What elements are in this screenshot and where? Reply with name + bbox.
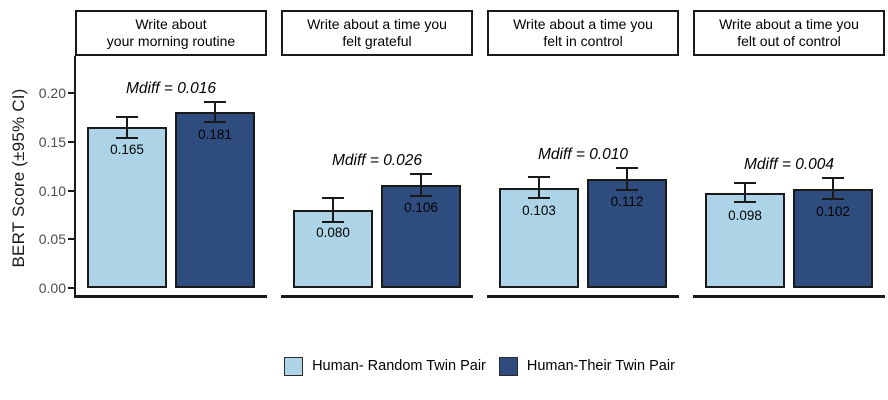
- facet-panel: Write about a time you felt grateful 0.080…: [281, 0, 473, 340]
- legend-entry: Human-Their Twin Pair: [498, 356, 675, 376]
- y-tick-label: 0.00: [38, 280, 66, 296]
- bar: [499, 187, 579, 288]
- facet-title-box: Write about a time you felt in control: [487, 10, 679, 56]
- error-bar-cap-top: [322, 197, 344, 200]
- bar-value-label: 0.098: [728, 207, 762, 223]
- facet-panel: Write about a time you felt out of contro…: [693, 0, 885, 340]
- facet-title-line: felt grateful: [342, 33, 412, 49]
- error-bar-cap-bottom: [616, 188, 638, 191]
- bar-value-label: 0.165: [110, 142, 144, 158]
- mdiff-annotation: Mdiff = 0.004: [743, 156, 835, 174]
- x-axis-line: [75, 295, 267, 298]
- facet-title-line: felt in control: [543, 33, 623, 49]
- legend: Human- Random Twin Pair Human-Their Twin …: [75, 352, 884, 380]
- error-bar-cap-top: [410, 173, 432, 176]
- bar: [793, 188, 873, 288]
- mdiff-annotation: Mdiff = 0.026: [331, 152, 423, 170]
- legend-swatch: [498, 356, 518, 376]
- error-bar-cap-top: [204, 101, 226, 104]
- error-bar-stem: [214, 102, 216, 122]
- bar-value-label: 0.103: [522, 202, 556, 218]
- error-bar-cap-bottom: [204, 120, 226, 123]
- facet-title-line: Write about: [135, 16, 207, 32]
- y-tick-mark: [67, 141, 75, 144]
- error-bar-cap-bottom: [410, 194, 432, 197]
- error-bar-cap-bottom: [322, 220, 344, 223]
- legend-swatch: [284, 356, 304, 376]
- error-bar-cap-bottom: [528, 197, 550, 200]
- error-bar-cap-top: [116, 115, 138, 118]
- y-tick-label: 0.20: [38, 85, 66, 102]
- error-bar-stem: [126, 116, 128, 139]
- facet-title-line: Write about a time you: [719, 16, 859, 32]
- legend-label: Human-Their Twin Pair: [526, 358, 675, 374]
- facet-title-box: Write about a time you felt out of contro…: [693, 10, 885, 56]
- error-bar-cap-bottom: [116, 137, 138, 140]
- legend-label: Human- Random Twin Pair: [312, 358, 486, 374]
- y-tick-mark: [67, 238, 75, 241]
- error-bar-cap-bottom: [734, 201, 756, 204]
- y-tick-mark: [67, 189, 75, 192]
- y-tick-label: 0.05: [38, 231, 66, 248]
- error-bar-cap-top: [734, 181, 756, 184]
- error-bar-cap-top: [528, 176, 550, 179]
- bar-value-label: 0.080: [316, 225, 350, 241]
- error-bar-stem: [332, 198, 334, 222]
- error-bar-stem: [832, 178, 834, 200]
- y-tick-label: 0.15: [38, 134, 66, 151]
- bar-value-label: 0.106: [404, 199, 438, 215]
- bar-value-label: 0.181: [198, 126, 232, 142]
- facet-title-line: Write about a time you: [513, 16, 653, 32]
- mdiff-annotation: Mdiff = 0.016: [125, 80, 217, 98]
- x-axis-line: [487, 295, 679, 298]
- facet-panel: Write about a time you felt in control 0.1…: [487, 0, 679, 340]
- error-bar-stem: [420, 174, 422, 196]
- facet-title-box: Write about your morning routine: [75, 10, 267, 56]
- y-tick-mark: [67, 287, 75, 289]
- error-bar-cap-top: [616, 167, 638, 170]
- bar: [705, 192, 785, 288]
- bar: [587, 179, 667, 288]
- mdiff-annotation: Mdiff = 0.010: [537, 146, 629, 164]
- facet-title-box: Write about a time you felt grateful: [281, 10, 473, 56]
- bar: [175, 111, 255, 288]
- bar: [293, 210, 373, 288]
- y-axis-line: [73, 56, 76, 298]
- y-tick-label: 0.10: [38, 182, 66, 199]
- bar: [87, 127, 167, 288]
- facet-title-line: Write about a time you: [307, 16, 447, 32]
- y-tick-mark: [67, 92, 75, 95]
- facet-title-line: felt out of control: [737, 33, 841, 49]
- error-bar-stem: [744, 182, 746, 203]
- facet-title-line: your morning routine: [106, 33, 236, 49]
- error-bar-stem: [538, 177, 540, 199]
- error-bar-cap-top: [822, 177, 844, 180]
- error-bar-stem: [626, 168, 628, 190]
- x-axis-line: [693, 295, 885, 298]
- bar-value-label: 0.102: [816, 203, 850, 219]
- error-bar-cap-bottom: [822, 198, 844, 201]
- x-axis-line: [281, 295, 473, 298]
- facet-panel: Write about your morning routine 0.165 0.18…: [75, 0, 267, 340]
- bar-value-label: 0.112: [610, 194, 644, 210]
- legend-entry: Human- Random Twin Pair: [284, 356, 486, 376]
